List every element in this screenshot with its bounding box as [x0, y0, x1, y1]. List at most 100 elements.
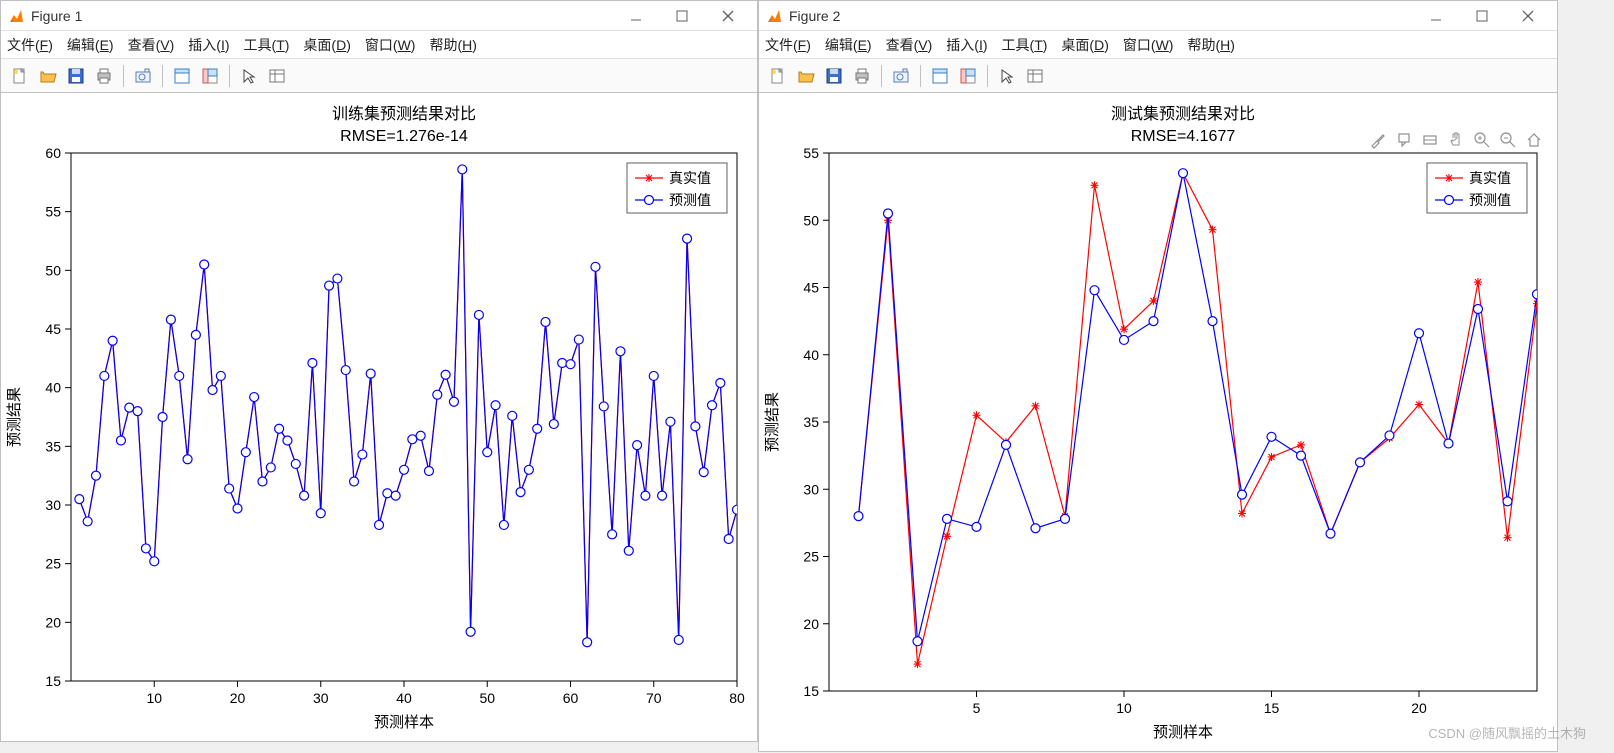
svg-text:RMSE=4.1677: RMSE=4.1677: [1131, 128, 1236, 145]
menubar-2: 文件(F) 编辑(E) 查看(V) 插入(I) 工具(T) 桌面(D) 窗口(W) 帮助(H): [759, 31, 1557, 59]
menu-item[interactable]: 帮助(H): [429, 35, 476, 55]
svg-text:45: 45: [45, 321, 61, 337]
svg-text:45: 45: [803, 280, 819, 296]
window-title-1: Figure 1: [31, 8, 613, 24]
titlebar-controls-1: [613, 1, 751, 31]
menu-item[interactable]: 帮助(H): [1187, 35, 1234, 55]
svg-text:55: 55: [45, 204, 61, 220]
svg-text:15: 15: [45, 673, 61, 689]
svg-text:真实值: 真实值: [1469, 170, 1511, 186]
svg-text:25: 25: [803, 549, 819, 565]
menu-item[interactable]: 查看(V): [128, 35, 175, 55]
layout1-button[interactable]: [927, 63, 953, 89]
camera-button[interactable]: [888, 63, 914, 89]
menubar-1: 文件(F) 编辑(E) 查看(V) 插入(I) 工具(T) 桌面(D) 窗口(W) 帮助(H): [1, 31, 757, 59]
svg-text:20: 20: [230, 690, 246, 706]
maximize-button[interactable]: [659, 1, 705, 31]
figure-window-2: Figure 2 文件(F) 编辑(E) 查看(V) 插入(I) 工具(T) 桌面(D) 窗…: [758, 0, 1558, 752]
home-icon[interactable]: [1523, 129, 1545, 151]
menu-item[interactable]: 文件(F): [765, 35, 811, 55]
svg-text:15: 15: [803, 683, 819, 699]
minimize-button[interactable]: [613, 1, 659, 31]
separator: [229, 65, 230, 87]
svg-text:40: 40: [45, 380, 61, 396]
arrow-button[interactable]: [236, 63, 262, 89]
zoomout-icon[interactable]: [1497, 129, 1519, 151]
plot-area-1[interactable]: 102030405060708015202530354045505560训练集预…: [1, 93, 757, 741]
close-button[interactable]: [1505, 1, 1551, 31]
new-button[interactable]: [765, 63, 791, 89]
window-title-2: Figure 2: [789, 8, 1413, 24]
inspector-button[interactable]: [264, 63, 290, 89]
maximize-button[interactable]: [1459, 1, 1505, 31]
svg-text:70: 70: [646, 690, 662, 706]
menu-item[interactable]: 工具(T): [244, 35, 290, 55]
separator: [881, 65, 882, 87]
svg-text:RMSE=1.276e-14: RMSE=1.276e-14: [340, 128, 468, 145]
axes-toolbar: [1367, 129, 1545, 151]
matlab-icon: [765, 7, 783, 25]
svg-text:30: 30: [803, 481, 819, 497]
print-button[interactable]: [91, 63, 117, 89]
plot-area-2[interactable]: 5101520152025303540455055测试集预测结果对比RMSE=4…: [759, 93, 1557, 751]
zoomin-icon[interactable]: [1471, 129, 1493, 151]
svg-text:55: 55: [803, 145, 819, 161]
layout2-button[interactable]: [955, 63, 981, 89]
svg-text:5: 5: [973, 700, 981, 716]
titlebar-2: Figure 2: [759, 1, 1557, 31]
pan-icon[interactable]: [1445, 129, 1467, 151]
svg-text:10: 10: [146, 690, 162, 706]
save-button[interactable]: [821, 63, 847, 89]
svg-text:真实值: 真实值: [669, 170, 711, 186]
menu-item[interactable]: 工具(T): [1002, 35, 1048, 55]
svg-text:35: 35: [45, 438, 61, 454]
menu-item[interactable]: 桌面(D): [1061, 35, 1108, 55]
save-button[interactable]: [63, 63, 89, 89]
separator: [162, 65, 163, 87]
svg-text:30: 30: [313, 690, 329, 706]
chart-2: 5101520152025303540455055测试集预测结果对比RMSE=4…: [759, 93, 1557, 751]
svg-text:50: 50: [803, 212, 819, 228]
camera-button[interactable]: [130, 63, 156, 89]
separator: [123, 65, 124, 87]
svg-text:预测结果: 预测结果: [764, 392, 781, 452]
menu-item[interactable]: 插入(I): [946, 35, 987, 55]
new-button[interactable]: [7, 63, 33, 89]
svg-text:训练集预测结果对比: 训练集预测结果对比: [332, 105, 476, 123]
menu-item[interactable]: 插入(I): [188, 35, 229, 55]
matlab-icon: [7, 7, 25, 25]
brush-icon[interactable]: [1367, 129, 1389, 151]
figure-window-1: Figure 1 文件(F) 编辑(E) 查看(V) 插入(I) 工具(T) 桌面(D) 窗…: [0, 0, 758, 742]
menu-item[interactable]: 桌面(D): [303, 35, 350, 55]
menu-item[interactable]: 编辑(E): [67, 35, 114, 55]
svg-text:20: 20: [1411, 700, 1427, 716]
svg-text:20: 20: [45, 614, 61, 630]
layout2-button[interactable]: [197, 63, 223, 89]
print-button[interactable]: [849, 63, 875, 89]
titlebar-controls-2: [1413, 1, 1551, 31]
menu-item[interactable]: 文件(F): [7, 35, 53, 55]
open-button[interactable]: [35, 63, 61, 89]
arrow-button[interactable]: [994, 63, 1020, 89]
menu-item[interactable]: 窗口(W): [365, 35, 416, 55]
datatip-icon[interactable]: [1393, 129, 1415, 151]
open-button[interactable]: [793, 63, 819, 89]
toolbar-1: [1, 59, 757, 93]
menu-item[interactable]: 编辑(E): [825, 35, 872, 55]
layout1-button[interactable]: [169, 63, 195, 89]
menu-item[interactable]: 查看(V): [886, 35, 933, 55]
svg-text:30: 30: [45, 497, 61, 513]
menu-item[interactable]: 窗口(W): [1123, 35, 1174, 55]
svg-text:35: 35: [803, 414, 819, 430]
minimize-button[interactable]: [1413, 1, 1459, 31]
rotate-icon[interactable]: [1419, 129, 1441, 151]
svg-text:预测样本: 预测样本: [1153, 724, 1213, 741]
toolbar-2: [759, 59, 1557, 93]
inspector-button[interactable]: [1022, 63, 1048, 89]
svg-text:20: 20: [803, 616, 819, 632]
svg-text:预测样本: 预测样本: [374, 714, 434, 731]
chart-1: 102030405060708015202530354045505560训练集预…: [1, 93, 757, 741]
close-button[interactable]: [705, 1, 751, 31]
svg-text:测试集预测结果对比: 测试集预测结果对比: [1111, 105, 1255, 123]
svg-text:预测值: 预测值: [669, 192, 711, 208]
